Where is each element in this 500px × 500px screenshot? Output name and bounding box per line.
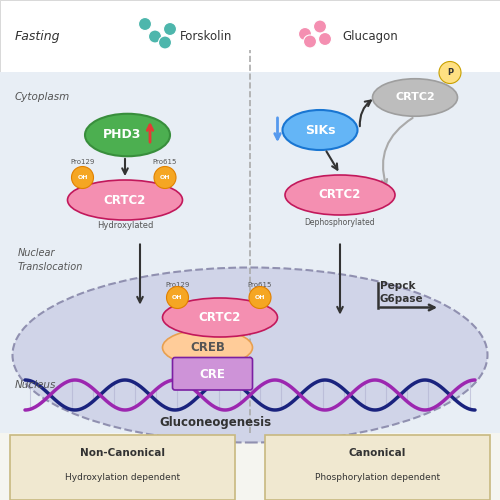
FancyBboxPatch shape (0, 72, 500, 432)
Ellipse shape (68, 180, 182, 220)
Text: Gluconeogenesis: Gluconeogenesis (159, 416, 271, 429)
Text: OH: OH (172, 295, 183, 300)
Text: Cytoplasm: Cytoplasm (15, 92, 70, 102)
Text: OH: OH (160, 175, 170, 180)
Text: CRE: CRE (200, 368, 226, 380)
Circle shape (148, 30, 162, 43)
Text: Hydroxylation dependent: Hydroxylation dependent (65, 473, 180, 482)
FancyBboxPatch shape (0, 0, 500, 72)
Circle shape (166, 286, 188, 308)
Text: CRTC2: CRTC2 (319, 188, 361, 202)
Text: Phosphorylation dependent: Phosphorylation dependent (315, 473, 440, 482)
Text: Nuclear
Translocation: Nuclear Translocation (18, 248, 83, 272)
Ellipse shape (372, 78, 458, 116)
Text: OH: OH (77, 175, 88, 180)
Circle shape (164, 22, 176, 36)
Circle shape (154, 166, 176, 188)
Circle shape (304, 35, 316, 48)
Ellipse shape (282, 110, 358, 150)
Text: P: P (447, 68, 453, 77)
Text: Hydroxylated: Hydroxylated (97, 220, 153, 230)
Text: Pro129: Pro129 (70, 160, 94, 166)
Ellipse shape (162, 330, 252, 366)
Ellipse shape (12, 268, 488, 442)
Ellipse shape (85, 114, 170, 156)
FancyBboxPatch shape (10, 435, 235, 500)
FancyBboxPatch shape (265, 435, 490, 500)
Text: CRTC2: CRTC2 (395, 92, 435, 102)
Text: Canonical: Canonical (349, 448, 406, 458)
Circle shape (298, 28, 312, 40)
Ellipse shape (162, 298, 278, 337)
Text: Glucagon: Glucagon (342, 30, 398, 43)
FancyBboxPatch shape (172, 358, 252, 390)
Text: CREB: CREB (190, 341, 225, 354)
Text: OH: OH (255, 295, 265, 300)
Text: CRTC2: CRTC2 (104, 194, 146, 206)
Text: Pro615: Pro615 (153, 160, 177, 166)
Circle shape (314, 20, 326, 33)
Ellipse shape (285, 175, 395, 215)
Text: Nucleus: Nucleus (15, 380, 56, 390)
Circle shape (318, 32, 332, 46)
Circle shape (158, 36, 172, 49)
Text: CRTC2: CRTC2 (199, 311, 241, 324)
Circle shape (249, 286, 271, 308)
Text: PHD3: PHD3 (104, 128, 142, 141)
Text: Forskolin: Forskolin (180, 30, 233, 43)
Text: Pepck
G6pase: Pepck G6pase (380, 281, 424, 304)
Text: Fasting: Fasting (15, 30, 60, 43)
Circle shape (138, 18, 151, 30)
Text: Dephosphorylated: Dephosphorylated (304, 218, 376, 227)
Text: Pro615: Pro615 (248, 282, 272, 288)
Circle shape (439, 62, 461, 84)
Text: Non-Canonical: Non-Canonical (80, 448, 165, 458)
Text: Pro129: Pro129 (166, 282, 190, 288)
Circle shape (72, 166, 94, 188)
Text: SIKs: SIKs (305, 124, 335, 136)
